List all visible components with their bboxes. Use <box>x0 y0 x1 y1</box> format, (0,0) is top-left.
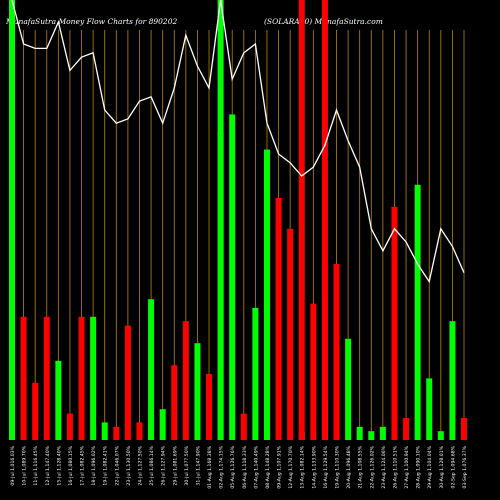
x-tick-label: 23-Jul 1,130.50% <box>126 445 132 485</box>
x-tick-label: 22-Aug 1,126.02% <box>369 445 375 488</box>
money-flow-bar <box>263 149 270 440</box>
money-flow-bar <box>20 316 27 440</box>
money-flow-bar <box>171 365 178 440</box>
money-flow-bar <box>379 426 386 440</box>
money-flow-bar <box>159 409 166 440</box>
x-tick-label: 25-Jul 1,086.14% <box>149 445 155 485</box>
x-tick-label: 18-Jul 1,096.02% <box>91 445 97 485</box>
x-tick-label: 29-Aug 1,104.04% <box>427 445 433 488</box>
x-tick-label: 10-Jul 1,089.70% <box>22 445 28 485</box>
x-tick-label: 29-Jul 1,081.69% <box>172 445 178 485</box>
x-tick-label: 19-Jul 1,082.41% <box>103 445 109 485</box>
money-flow-bar <box>414 184 421 440</box>
money-flow-bar <box>101 422 108 440</box>
money-flow-bar <box>43 316 50 440</box>
money-flow-bar <box>461 418 467 440</box>
x-tick-label: 30-Aug 1,128.01% <box>439 445 445 488</box>
money-flow-bar <box>55 360 62 440</box>
x-tick-label: 24-Jul 1,127.50% <box>138 445 144 485</box>
x-tick-label: 08-Aug 1,148.28% <box>265 445 271 488</box>
x-tick-label: 30-Jul 1,077.50% <box>184 445 190 485</box>
chart-title: MunafaSutra Money Flow Charts for 890202 <box>5 17 177 26</box>
x-tick-label: 11-Jul 1,116.45% <box>33 445 39 485</box>
x-tick-labels: 09-Jul 1,016.03% 10-Jul 1,089.70% 11-Jul 1… <box>10 445 468 488</box>
money-flow-bar <box>206 374 213 440</box>
money-flow-bar <box>124 325 131 440</box>
x-tick-label: 22-Jul 1,046.07% <box>114 445 120 485</box>
x-tick-label: 09-Aug 1,107.91% <box>277 445 283 488</box>
x-tick-label: 02-Sep 1,094.68% <box>450 445 456 488</box>
money-flow-bar <box>310 303 317 440</box>
money-flow-bar <box>194 343 201 440</box>
money-flow-bar <box>333 264 340 440</box>
x-tick-label: 21-Aug 1,108.55% <box>358 445 364 488</box>
price-line <box>11 0 465 284</box>
money-flow-bar <box>66 413 73 440</box>
x-tick-label: 27-Aug 1,100.94% <box>404 445 410 488</box>
x-tick-label: 15-Jul 1,128.40% <box>56 445 62 485</box>
money-flow-bar <box>229 114 236 441</box>
x-tick-label: 28-Aug 1,090.10% <box>416 445 422 488</box>
x-tick-label: 26-Jul 1,127.94% <box>161 445 167 485</box>
money-flow-bar <box>287 228 294 440</box>
full-height-green-bar <box>217 0 224 440</box>
x-tick-label: 12-Jul 1,147.40% <box>45 445 51 485</box>
x-tick-label: 01-Aug 1,168.38% <box>207 445 213 488</box>
money-flow-bar <box>252 308 259 440</box>
money-flow-bar <box>356 426 363 440</box>
x-tick-label: 31-Jul 1,147.90% <box>195 445 201 485</box>
x-tick-label: 26-Aug 1,110.51% <box>393 445 399 488</box>
x-tick-label: 09-Jul 1,016.03% <box>10 445 16 485</box>
x-tick-label: 16-Aug 1,129.54% <box>323 445 329 488</box>
x-tick-label: 17-Jul 1,082.45% <box>80 445 86 485</box>
x-tick-label: 16-Jul 1,080.15% <box>68 445 74 485</box>
x-tick-label: 06-Aug 1,118.33% <box>242 445 248 488</box>
money-flow-bar <box>345 338 352 440</box>
money-flow-bar <box>240 413 247 440</box>
money-flow-bar <box>275 198 282 440</box>
money-flow-bar <box>148 299 155 440</box>
full-height-bars <box>9 0 328 440</box>
money-flow-bar <box>403 418 410 440</box>
money-flow-bar <box>182 321 189 440</box>
money-flow-bar <box>78 316 85 440</box>
full-height-green-bar <box>9 0 15 440</box>
x-tick-label: 12-Aug 1,170.70% <box>288 445 294 488</box>
full-height-red-bar <box>298 0 305 440</box>
money-flow-bar <box>449 321 456 440</box>
money-flow-bar <box>437 431 444 440</box>
money-flow-bar <box>391 206 398 440</box>
x-tick-label: 23-Aug 1,124.06% <box>381 445 387 488</box>
x-tick-label: 13-Aug 1,082.14% <box>300 445 306 488</box>
x-tick-label: 02-Aug 1,174.15% <box>219 445 225 488</box>
money-flow-bar <box>90 316 97 440</box>
money-flow-bar <box>113 426 120 440</box>
x-tick-label: 19-Aug 1,110.30% <box>335 445 341 488</box>
money-flow-bar <box>32 382 39 440</box>
money-flow-bar <box>426 378 433 440</box>
x-tick-label: 03-Sep 1,076.37% <box>462 445 468 488</box>
x-tick-label: 14-Aug 1,133.90% <box>311 445 317 488</box>
full-height-red-bar <box>321 0 328 440</box>
line-series <box>11 0 465 284</box>
x-tick-label: 05-Aug 1,126.76% <box>230 445 236 488</box>
x-tick-label: 07-Aug 1,140.49% <box>253 445 259 488</box>
money-flow-bar <box>136 422 143 440</box>
money-flow-bar <box>368 431 375 440</box>
x-tick-label: 20-Aug 1,096.48% <box>346 445 352 488</box>
